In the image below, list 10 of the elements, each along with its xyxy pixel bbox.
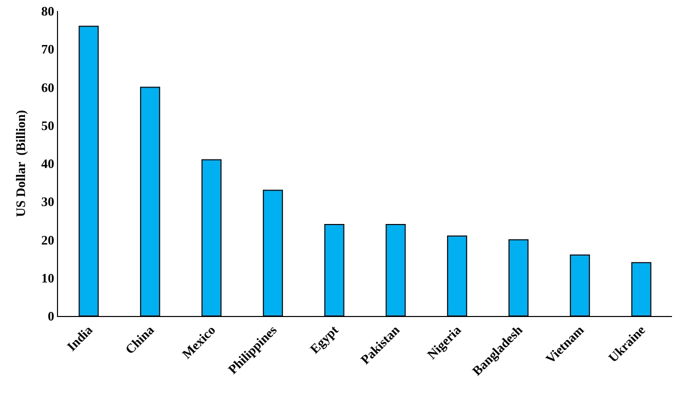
y-tick-label: 10: [41, 270, 54, 286]
y-tick-label: 50: [41, 118, 54, 133]
y-tick-label: 60: [41, 80, 54, 95]
y-tick-label: 80: [41, 4, 54, 19]
y-tick-label: 20: [41, 232, 54, 248]
y-tick-label: 30: [41, 194, 54, 210]
y-axis-title: US Dollar (Billion): [13, 110, 28, 218]
y-tick-label: 70: [41, 42, 54, 57]
y-tick-label: 0: [48, 308, 54, 324]
y-tick-label: 40: [41, 156, 54, 172]
